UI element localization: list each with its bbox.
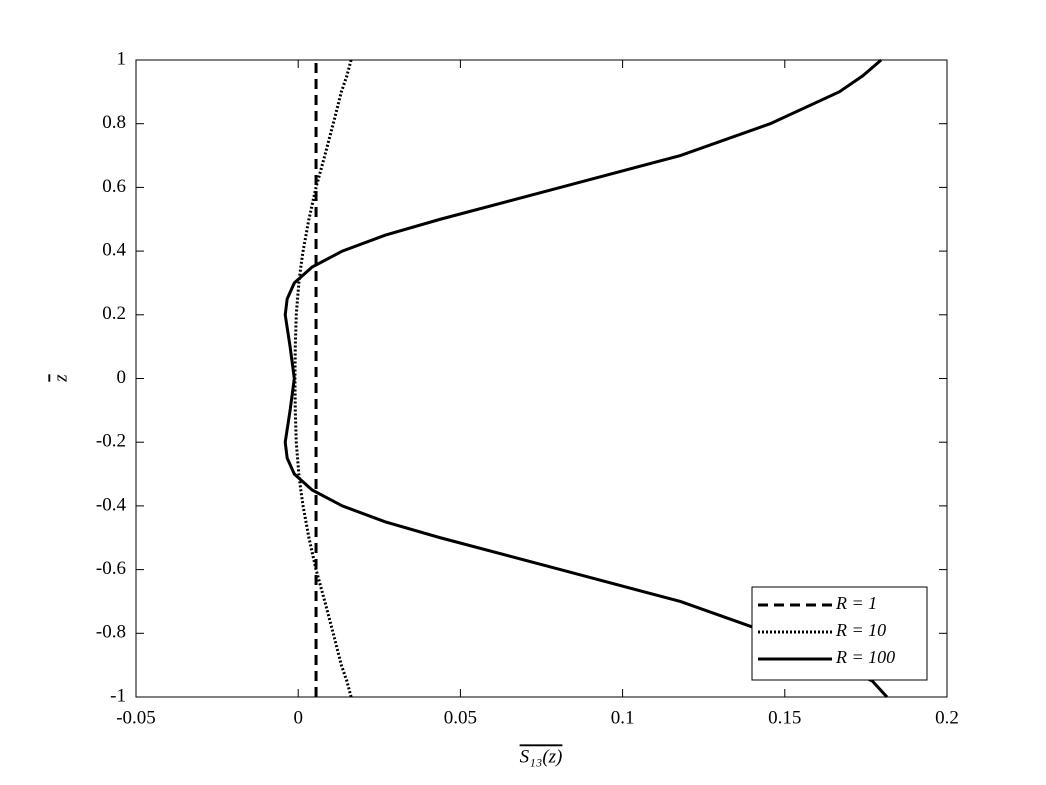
y-tick-label: 1 (117, 48, 127, 69)
legend-box (751, 586, 928, 681)
legend-label: R = 1 (835, 593, 877, 613)
legend-label: R = 100 (835, 647, 895, 667)
y-tick-label: 0.6 (102, 176, 126, 197)
y-tick-label: -1 (110, 685, 126, 706)
x-axis-label: S₁₃(z) (520, 746, 563, 767)
legend-label: R = 10 (835, 620, 886, 640)
x-tick-label: 0 (293, 707, 303, 728)
y-tick-label: 0.8 (102, 112, 126, 133)
y-tick-label: -0.2 (96, 431, 126, 452)
y-tick-label: 0 (117, 367, 127, 388)
y-axis-label: z (50, 374, 71, 383)
x-tick-label: 0.2 (935, 707, 959, 728)
y-tick-label: 0.2 (102, 303, 126, 324)
x-tick-label: 0.1 (611, 707, 635, 728)
series-line (283, 58, 889, 699)
series-line (293, 59, 353, 698)
y-tick-label: 0.4 (102, 239, 126, 260)
y-tick-label: -0.4 (96, 494, 127, 515)
x-tick-label: -0.05 (116, 707, 156, 728)
x-tick-label: 0.15 (768, 707, 801, 728)
y-tick-label: -0.6 (96, 558, 126, 579)
y-tick-label: -0.8 (96, 622, 126, 643)
x-tick-label: 0.05 (444, 707, 477, 728)
